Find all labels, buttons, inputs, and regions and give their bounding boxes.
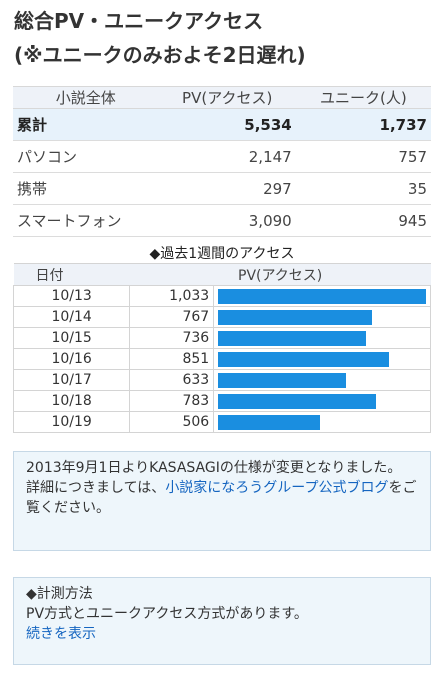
summary-unique: 945 [295, 204, 431, 237]
weekly-bar-cell [213, 348, 431, 370]
weekly-pv: 633 [129, 369, 215, 391]
measurement-text: PV方式とユニークアクセス方式があります。 [26, 606, 308, 622]
summary-unique: 1,737 [295, 108, 431, 141]
notice-text-tail: をご覧ください。 [26, 480, 417, 516]
summary-unique: 757 [295, 140, 431, 173]
weekly-date: 10/19 [12, 411, 131, 433]
weekly-header-date: 日付 [13, 263, 130, 286]
page-title-main: 総合PV・ユニークアクセス [14, 9, 264, 33]
summary-label: 累計 [13, 108, 159, 141]
summary-header-pv: PV(アクセス) [158, 86, 296, 109]
weekly-pv: 506 [129, 411, 215, 433]
page-title: 総合PV・ユニークアクセス (※ユニークのみおよそ2日遅れ) [14, 4, 434, 72]
weekly-bar-cell [213, 411, 431, 433]
weekly-date: 10/14 [12, 306, 131, 328]
summary-label: パソコン [13, 140, 159, 173]
spec-change-notice: 2013年9月1日よりKASASAGIの仕様が変更となりました。 詳細につきまし… [13, 451, 431, 551]
weekly-bar-cell [213, 285, 431, 307]
weekly-pv-bar [218, 351, 390, 367]
summary-pv: 2,147 [158, 140, 296, 173]
summary-label: スマートフォン [13, 204, 159, 237]
official-blog-link[interactable]: 小説家になろうグループ公式ブログ [165, 480, 389, 496]
summary-pv: 297 [158, 172, 296, 205]
weekly-pv: 1,033 [129, 285, 215, 307]
weekly-header-row: 日付 PV(アクセス) [13, 263, 431, 286]
weekly-pv: 783 [129, 390, 215, 412]
notice-text-detail: 詳細につきましては、 [26, 480, 166, 496]
weekly-bar-cell [213, 369, 431, 391]
weekly-date: 10/13 [12, 285, 131, 307]
summary-header-unique: ユニーク(人) [295, 86, 431, 109]
weekly-pv-bar [218, 393, 376, 409]
summary-pv: 3,090 [158, 204, 296, 237]
weekly-pv-bar [218, 414, 320, 430]
weekly-date: 10/17 [12, 369, 131, 391]
summary-row-pc: パソコン 2,147 757 [13, 140, 431, 173]
weekly-row: 10/13 1,033 [12, 285, 431, 307]
notice-text: 2013年9月1日よりKASASAGIの仕様が変更となりました。 [26, 460, 402, 476]
weekly-pv: 736 [129, 327, 215, 349]
summary-row-mobile: 携帯 297 35 [13, 172, 431, 205]
weekly-access-heading: ◆過去1週間のアクセス [149, 246, 295, 262]
summary-table: 小説全体 PV(アクセス) ユニーク(人) 累計 5,534 1,737 パソコ… [13, 86, 431, 237]
weekly-row: 10/17 633 [12, 369, 431, 391]
weekly-header-pv: PV(アクセス) [129, 263, 431, 286]
weekly-bar-cell [213, 390, 431, 412]
weekly-row: 10/14 767 [12, 306, 431, 328]
weekly-date: 10/18 [12, 390, 131, 412]
weekly-date: 10/15 [12, 327, 131, 349]
weekly-row: 10/16 851 [12, 348, 431, 370]
weekly-pv: 851 [129, 348, 215, 370]
weekly-pv-bar [218, 330, 367, 346]
summary-pv: 5,534 [158, 108, 296, 141]
summary-label: 携帯 [13, 172, 159, 205]
weekly-pv-bar [218, 309, 373, 325]
weekly-rows: 10/13 1,033 10/14 767 10/15 736 10/16 851 10/17 6… [12, 285, 431, 433]
weekly-pv: 767 [129, 306, 215, 328]
weekly-access-table: 日付 PV(アクセス) 10/13 1,033 10/14 767 10/15 736 10… [12, 263, 431, 433]
measurement-heading: ◆計測方法 [26, 586, 93, 602]
weekly-pv-bar [218, 288, 426, 304]
weekly-bar-cell [213, 327, 431, 349]
summary-header-category: 小説全体 [13, 86, 159, 109]
show-more-link[interactable]: 続きを表示 [26, 626, 96, 642]
page-title-note: (※ユニークのみおよそ2日遅れ) [14, 43, 306, 67]
weekly-bar-cell [213, 306, 431, 328]
summary-header-row: 小説全体 PV(アクセス) ユニーク(人) [13, 86, 431, 109]
measurement-method-notice: ◆計測方法 PV方式とユニークアクセス方式があります。 続きを表示 [13, 577, 431, 665]
summary-row-total: 累計 5,534 1,737 [13, 108, 431, 141]
weekly-row: 10/18 783 [12, 390, 431, 412]
summary-unique: 35 [295, 172, 431, 205]
weekly-row: 10/19 506 [12, 411, 431, 433]
weekly-row: 10/15 736 [12, 327, 431, 349]
weekly-date: 10/16 [12, 348, 131, 370]
weekly-pv-bar [218, 372, 346, 388]
summary-row-smartphone: スマートフォン 3,090 945 [13, 204, 431, 237]
